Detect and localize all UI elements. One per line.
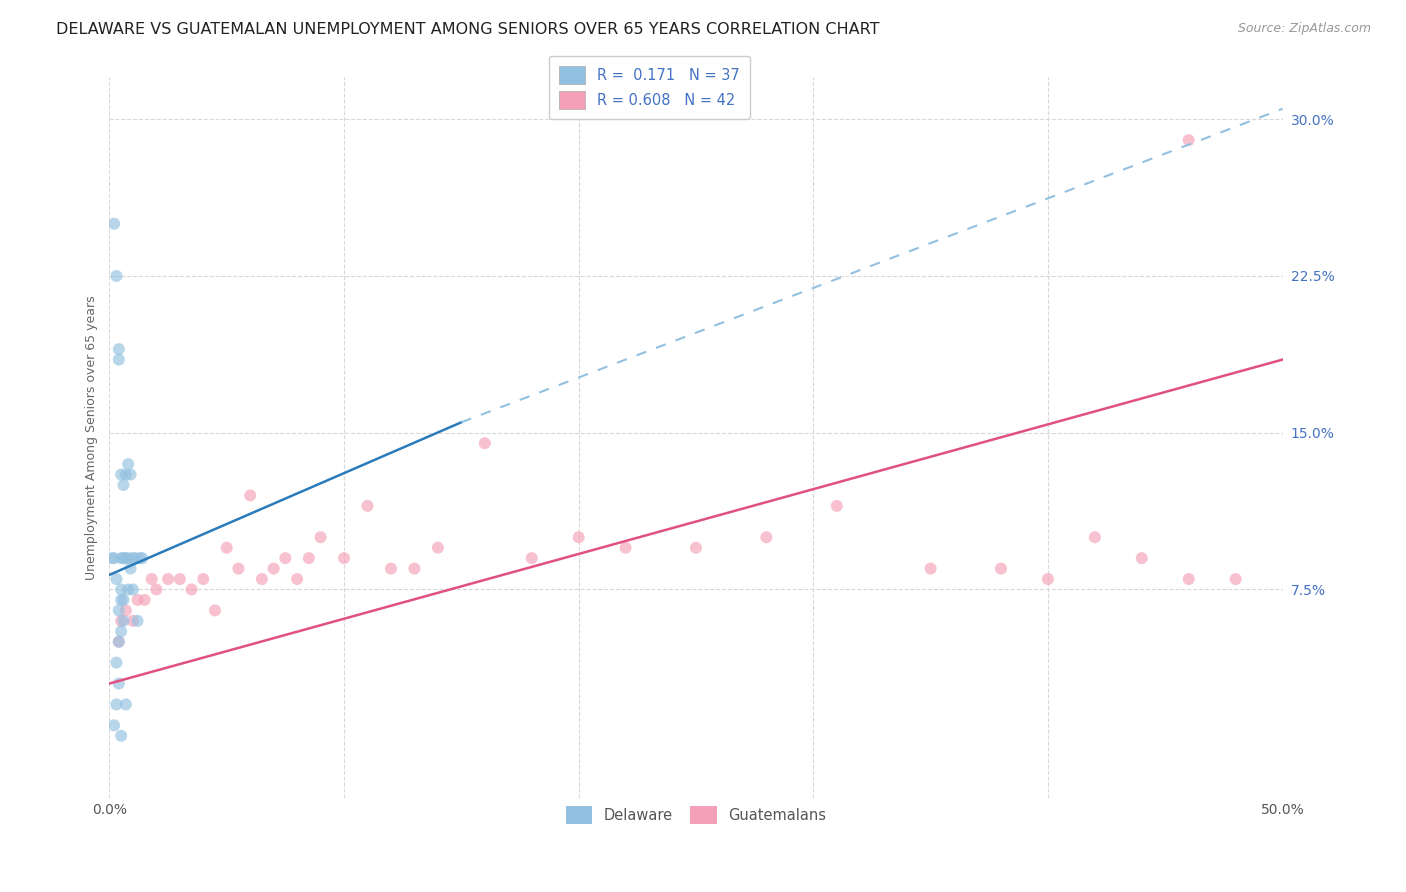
Point bbox=[614, 541, 637, 555]
Point bbox=[131, 551, 153, 566]
Point bbox=[107, 634, 129, 648]
Point bbox=[180, 582, 202, 597]
Point bbox=[127, 593, 149, 607]
Point bbox=[120, 561, 142, 575]
Point bbox=[103, 718, 125, 732]
Point bbox=[114, 551, 136, 566]
Point bbox=[1177, 133, 1199, 147]
Point bbox=[110, 467, 132, 482]
Legend: Delaware, Guatemalans: Delaware, Guatemalans bbox=[555, 797, 837, 834]
Point bbox=[114, 603, 136, 617]
Point bbox=[274, 551, 297, 566]
Point bbox=[239, 488, 262, 502]
Point bbox=[127, 614, 149, 628]
Point bbox=[107, 352, 129, 367]
Point bbox=[110, 624, 132, 639]
Point bbox=[120, 467, 142, 482]
Point bbox=[685, 541, 707, 555]
Point bbox=[356, 499, 378, 513]
Point bbox=[404, 561, 426, 575]
Point bbox=[204, 603, 226, 617]
Point bbox=[112, 593, 135, 607]
Point bbox=[103, 217, 125, 231]
Point bbox=[263, 561, 285, 575]
Point bbox=[825, 499, 848, 513]
Point bbox=[110, 582, 132, 597]
Point bbox=[1084, 530, 1107, 544]
Point bbox=[920, 561, 942, 575]
Point bbox=[110, 551, 132, 566]
Point bbox=[568, 530, 591, 544]
Point bbox=[141, 572, 163, 586]
Point bbox=[250, 572, 273, 586]
Point bbox=[105, 698, 128, 712]
Point bbox=[426, 541, 449, 555]
Point bbox=[114, 467, 136, 482]
Point bbox=[1177, 572, 1199, 586]
Y-axis label: Unemployment Among Seniors over 65 years: Unemployment Among Seniors over 65 years bbox=[86, 295, 98, 581]
Point bbox=[107, 342, 129, 356]
Point bbox=[309, 530, 332, 544]
Point bbox=[112, 614, 135, 628]
Point bbox=[107, 603, 129, 617]
Point bbox=[145, 582, 167, 597]
Point bbox=[117, 551, 139, 566]
Point bbox=[215, 541, 238, 555]
Point bbox=[134, 593, 156, 607]
Point bbox=[112, 478, 135, 492]
Point bbox=[124, 551, 146, 566]
Point bbox=[105, 656, 128, 670]
Point bbox=[474, 436, 496, 450]
Point bbox=[107, 634, 129, 648]
Point bbox=[298, 551, 321, 566]
Point bbox=[1225, 572, 1247, 586]
Point bbox=[122, 614, 145, 628]
Text: DELAWARE VS GUATEMALAN UNEMPLOYMENT AMONG SENIORS OVER 65 YEARS CORRELATION CHAR: DELAWARE VS GUATEMALAN UNEMPLOYMENT AMON… bbox=[56, 22, 880, 37]
Point bbox=[105, 572, 128, 586]
Point bbox=[990, 561, 1012, 575]
Point bbox=[1036, 572, 1059, 586]
Point bbox=[110, 614, 132, 628]
Point bbox=[129, 551, 152, 566]
Point bbox=[112, 551, 135, 566]
Point bbox=[122, 551, 145, 566]
Point bbox=[228, 561, 250, 575]
Point bbox=[103, 551, 125, 566]
Point bbox=[100, 551, 122, 566]
Point bbox=[157, 572, 180, 586]
Point bbox=[193, 572, 215, 586]
Point bbox=[169, 572, 191, 586]
Point bbox=[520, 551, 543, 566]
Point bbox=[285, 572, 308, 586]
Point bbox=[122, 582, 145, 597]
Point bbox=[110, 593, 132, 607]
Point bbox=[114, 698, 136, 712]
Point bbox=[110, 729, 132, 743]
Point bbox=[117, 582, 139, 597]
Point bbox=[333, 551, 356, 566]
Point bbox=[105, 268, 128, 283]
Point bbox=[107, 676, 129, 690]
Text: Source: ZipAtlas.com: Source: ZipAtlas.com bbox=[1237, 22, 1371, 36]
Point bbox=[380, 561, 402, 575]
Point bbox=[755, 530, 778, 544]
Point bbox=[1130, 551, 1153, 566]
Point bbox=[117, 457, 139, 471]
